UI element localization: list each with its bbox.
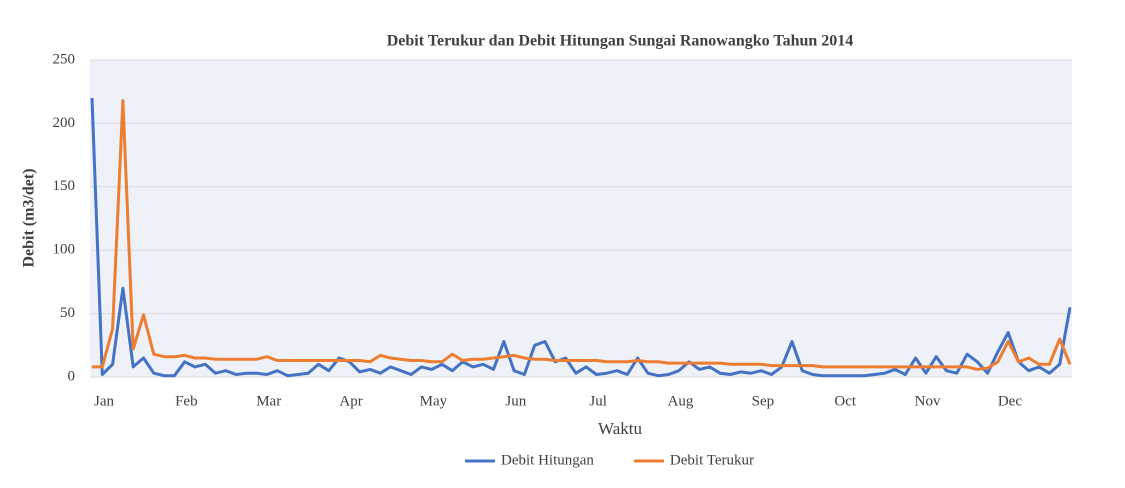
x-tick-label: Jan xyxy=(94,393,114,409)
x-tick-label: Jul xyxy=(589,393,607,409)
x-tick-label: Nov xyxy=(915,393,941,409)
x-tick-label: Sep xyxy=(752,393,775,409)
x-tick-label: Apr xyxy=(339,393,362,409)
x-tick-label: Aug xyxy=(668,393,694,409)
y-tick-label: 100 xyxy=(53,242,76,258)
legend-label: Debit Hitungan xyxy=(501,452,594,468)
x-tick-label: Jun xyxy=(505,393,526,409)
x-tick-label: May xyxy=(420,393,448,409)
y-tick-label: 250 xyxy=(53,51,76,67)
legend-label: Debit Terukur xyxy=(670,452,754,468)
y-axis-label: Debit (m3/det) xyxy=(21,168,38,267)
y-tick-label: 50 xyxy=(60,305,75,321)
series-line xyxy=(92,99,1072,371)
series-line xyxy=(90,97,1072,378)
y-tick-label: 150 xyxy=(53,178,76,194)
x-tick-label: Dec xyxy=(998,393,1022,409)
x-axis-label: Waktu xyxy=(598,419,642,438)
chart-title: Debit Terukur dan Debit Hitungan Sungai … xyxy=(387,33,854,50)
y-tick-label: 200 xyxy=(53,115,76,131)
y-tick-label: 0 xyxy=(68,368,76,384)
plot-area xyxy=(90,60,1072,377)
x-tick-label: Feb xyxy=(175,393,198,409)
x-tick-label: Mar xyxy=(256,393,281,409)
x-tick-label: Oct xyxy=(834,393,856,409)
